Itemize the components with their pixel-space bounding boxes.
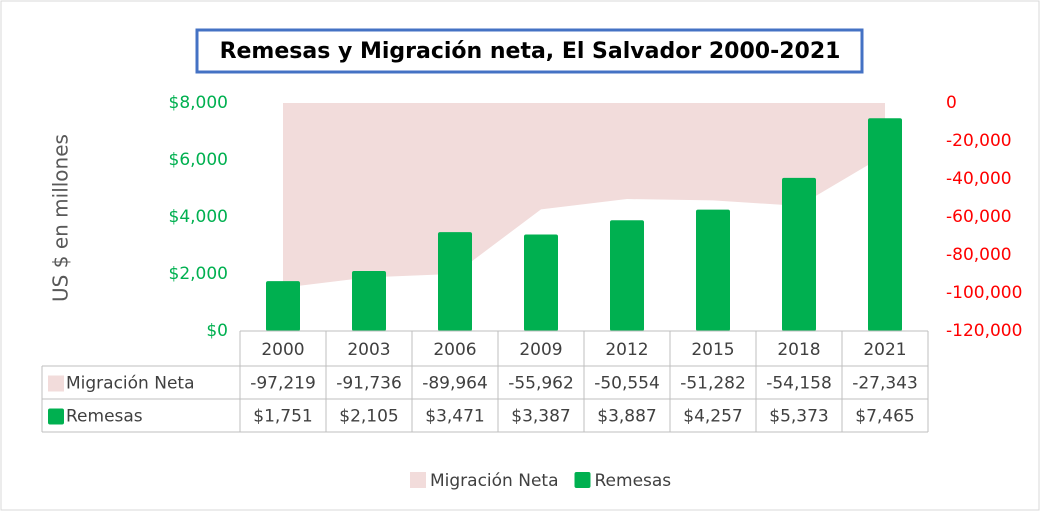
table-value: -55,962	[508, 374, 574, 394]
legend-label: Remesas	[595, 471, 672, 491]
y2-tick-label: -100,000	[946, 283, 1022, 303]
bar	[868, 118, 902, 331]
table-value: $3,387	[511, 407, 570, 427]
table-legend-key	[48, 375, 64, 392]
legend-key	[410, 472, 426, 488]
y-tick-label: $2,000	[169, 264, 228, 284]
area	[283, 103, 885, 288]
table-legend-key	[48, 408, 64, 425]
x-tick-label: 2018	[777, 340, 820, 360]
legend-label: Migración Neta	[430, 471, 559, 491]
x-tick-label: 2006	[433, 340, 476, 360]
table-value: -97,219	[250, 374, 316, 394]
table-value: -27,343	[852, 374, 918, 394]
x-tick-label: 2003	[347, 340, 390, 360]
table-series-name: Remesas	[66, 407, 143, 427]
legend-key	[574, 472, 591, 488]
table-value: -91,736	[336, 374, 402, 394]
table-value: $1,751	[253, 407, 312, 427]
y-tick-label: $8,000	[169, 93, 228, 113]
table-value: -54,158	[766, 374, 832, 394]
y-tick-label: $4,000	[169, 207, 228, 227]
x-tick-label: 2021	[863, 340, 906, 360]
table-series-name: Migración Neta	[66, 374, 195, 394]
y-tick-label: $0	[206, 321, 228, 341]
y2-tick-label: -40,000	[946, 169, 1012, 189]
table-value: $5,373	[769, 407, 828, 427]
y-axis-title: US $ en millones	[49, 134, 73, 302]
bar	[266, 281, 300, 331]
bar	[782, 177, 816, 331]
title-box	[195, 28, 864, 74]
bar	[696, 209, 730, 331]
y2-tick-label: -120,000	[946, 321, 1022, 341]
y-tick-label: $6,000	[169, 150, 228, 170]
table-value: $3,471	[425, 407, 484, 427]
y2-tick-label: -80,000	[946, 245, 1012, 265]
table-value: -89,964	[422, 374, 488, 394]
table-value: $4,257	[683, 407, 742, 427]
bar	[352, 271, 386, 331]
x-tick-label: 2000	[261, 340, 304, 360]
table-value: $7,465	[855, 407, 914, 427]
bar	[524, 234, 558, 331]
x-tick-label: 2012	[605, 340, 648, 360]
x-tick-label: 2009	[519, 340, 562, 360]
bar	[610, 220, 644, 331]
y2-tick-label: 0	[946, 93, 957, 113]
bar	[438, 232, 472, 331]
table-value: $2,105	[339, 407, 398, 427]
table-value: $3,887	[597, 407, 656, 427]
table-value: -50,554	[594, 374, 660, 394]
y2-tick-label: -60,000	[946, 207, 1012, 227]
table-value: -51,282	[680, 374, 746, 394]
y2-tick-label: -20,000	[946, 131, 1012, 151]
chart-title: Remesas y Migración neta, El Salvador 20…	[220, 39, 841, 64]
x-tick-label: 2015	[691, 340, 734, 360]
